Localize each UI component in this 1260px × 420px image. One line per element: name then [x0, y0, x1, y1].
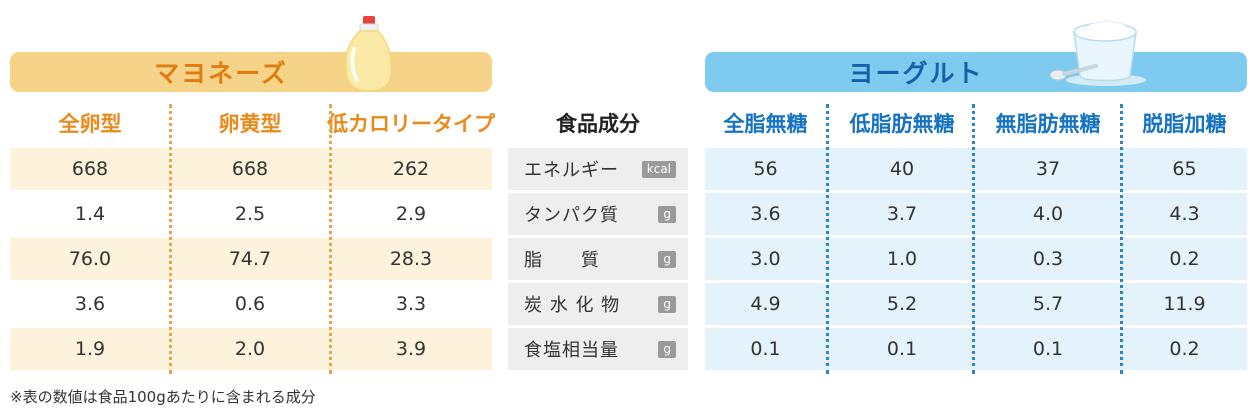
table-cell: 0.1 [750, 338, 781, 360]
nutrient-name: 脂 質 [524, 250, 600, 271]
table-cell: 0.3 [1032, 248, 1064, 270]
column-divider [826, 104, 829, 374]
mayo-row-band [10, 328, 492, 370]
mayo-row-band [10, 238, 492, 280]
column-header-egg-yolk: 卵黄型 [218, 112, 282, 136]
table-cell: 2.0 [234, 338, 266, 360]
column-divider [1120, 104, 1123, 374]
column-header-low-fat: 低脂肪無糖 [849, 112, 955, 136]
nutrient-name: タンパク質 [524, 205, 619, 226]
nutrient-label-salt: 食塩相当量 g [508, 328, 688, 370]
table-cell: 3.7 [886, 203, 918, 225]
table-cell: 4.0 [1032, 203, 1064, 225]
table-cell: 1.0 [886, 248, 918, 270]
nutrient-name: エネルギー [524, 160, 619, 181]
table-cell: 668 [71, 158, 109, 180]
yogurt-banner: ヨーグルト [705, 52, 1247, 92]
column-header-whole-egg: 全卵型 [58, 112, 122, 136]
mayonnaise-banner: マヨネーズ [10, 52, 492, 92]
table-cell: 1.9 [74, 338, 106, 360]
table-cell: 5.7 [1032, 293, 1064, 315]
mayo-row-band [10, 148, 492, 190]
yogurt-row-band [705, 148, 1247, 190]
table-cell: 37 [1035, 158, 1061, 180]
table-cell: 1.4 [74, 203, 106, 225]
table-cell: 76.0 [68, 248, 112, 270]
column-header-low-calorie: 低カロリータイプ [327, 112, 495, 136]
table-cell: 4.9 [750, 293, 781, 315]
table-cell: 40 [889, 158, 915, 180]
unit-badge: g [658, 341, 676, 358]
nutrient-name: 食塩相当量 [524, 340, 619, 361]
yogurt-cup-icon [1050, 19, 1146, 86]
column-divider [169, 104, 172, 374]
table-cell: 5.2 [886, 293, 918, 315]
nutrient-label-protein: タンパク質 g [508, 193, 688, 235]
table-cell: 28.3 [389, 248, 433, 270]
table-cell: 0.1 [886, 338, 918, 360]
unit-badge: g [658, 251, 676, 268]
column-divider [329, 104, 332, 374]
column-header-skim-sweetened: 脱脂加糖 [1142, 112, 1227, 136]
table-cell: 0.2 [1169, 248, 1200, 270]
yogurt-row-band [705, 283, 1247, 325]
table-cell: 65 [1172, 158, 1197, 180]
mayonnaise-bottle-icon [344, 16, 392, 92]
nutrient-label-fat: 脂 質 g [508, 238, 688, 280]
table-cell: 668 [231, 158, 269, 180]
table-cell: 3.6 [750, 203, 781, 225]
table-cell: 74.7 [228, 248, 272, 270]
yogurt-row-band [705, 193, 1247, 235]
table-cell: 262 [392, 158, 430, 180]
nutrient-name: 炭 水 化 物 [524, 295, 621, 316]
unit-badge: g [658, 206, 676, 223]
column-header-nutrients: 食品成分 [556, 112, 640, 136]
table-cell: 2.5 [234, 203, 266, 225]
table-cell: 56 [753, 158, 778, 180]
table-cell: 3.6 [74, 293, 106, 315]
table-cell: 0.6 [234, 293, 266, 315]
yogurt-row-band [705, 238, 1247, 280]
column-divider [972, 104, 975, 374]
footnote: ※表の数値は食品100gあたりに含まれる成分 [10, 388, 316, 406]
table-cell: 2.9 [395, 203, 427, 225]
table-cell: 3.9 [395, 338, 427, 360]
table-cell: 0.2 [1169, 338, 1200, 360]
table-cell: 0.1 [1032, 338, 1064, 360]
nutrient-label-carbohydrate: 炭 水 化 物 g [508, 283, 688, 325]
mayonnaise-title: マヨネーズ [154, 59, 288, 88]
table-cell: 3.0 [750, 248, 781, 270]
column-header-non-fat: 無脂肪無糖 [995, 112, 1101, 136]
table-cell: 4.3 [1169, 203, 1200, 225]
yogurt-title: ヨーグルト [848, 59, 984, 88]
table-cell: 11.9 [1163, 293, 1206, 315]
yogurt-row-band [705, 328, 1247, 370]
nutrient-label-energy: エネルギー kcal [508, 148, 688, 190]
table-cell: 3.3 [395, 293, 427, 315]
unit-badge: kcal [641, 161, 676, 178]
column-header-whole-fat: 全脂無糖 [723, 112, 808, 136]
unit-badge: g [658, 296, 676, 313]
